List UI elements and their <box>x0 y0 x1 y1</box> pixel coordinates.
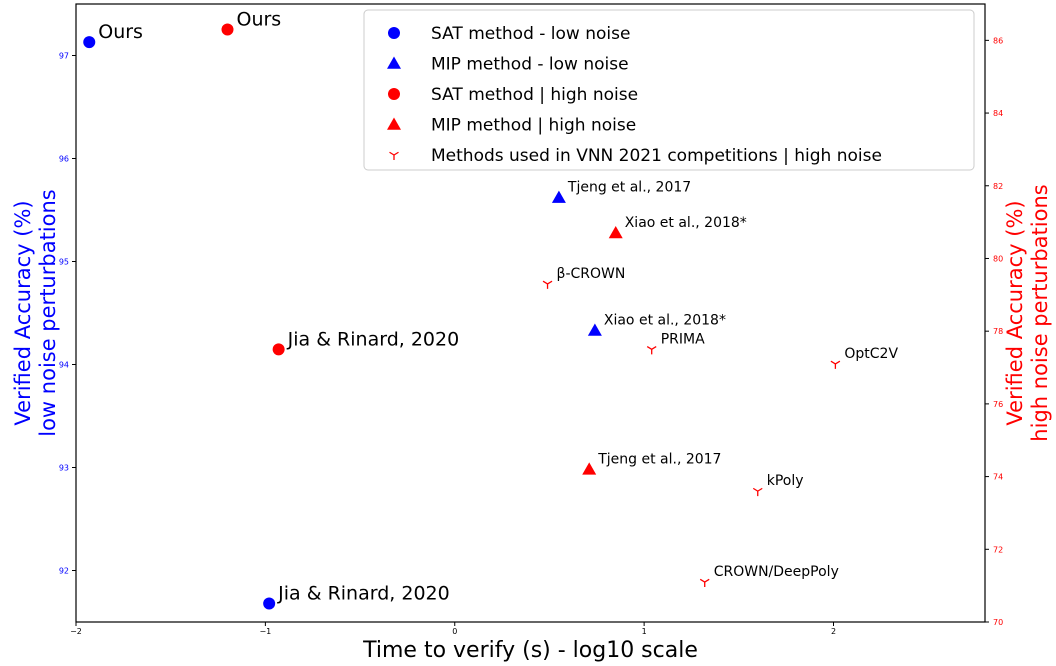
data-point-label: kPoly <box>767 473 804 489</box>
legend-marker-triangle <box>387 56 401 69</box>
data-point-triangle <box>608 226 623 239</box>
x-tick-label: −2 <box>70 627 82 636</box>
data-point-label: Jia & Rinard, 2020 <box>277 582 450 604</box>
data-point-label: β-CROWN <box>557 266 626 282</box>
y-right-axis-label: Verified Accuracy (%)high noise perturba… <box>1003 184 1052 441</box>
data-point-label: CROWN/DeepPoly <box>714 564 839 580</box>
legend-entry-label: SAT method - low noise <box>431 24 630 44</box>
data-point-circle <box>221 23 234 36</box>
data-point-triangle <box>582 462 597 475</box>
data-point-label: PRIMA <box>661 331 705 347</box>
data-point-tri_down <box>646 346 657 355</box>
data-point-circle <box>263 597 276 610</box>
data-point-tri_down <box>542 280 553 289</box>
y-right-axis-label-line: Verified Accuracy (%) <box>1003 200 1027 425</box>
y-right-tick-label: 72 <box>993 545 1003 554</box>
legend-marker-circle <box>388 88 400 100</box>
data-point-triangle <box>587 323 602 336</box>
data-point-circle <box>272 343 285 356</box>
y-right-tick-label: 70 <box>993 618 1003 627</box>
y-right-axis-label-line: high noise perturbations <box>1028 184 1052 441</box>
x-tick-label: −1 <box>259 627 271 636</box>
data-point-label: Xiao et al., 2018* <box>604 313 726 329</box>
y-right-tick-label: 76 <box>993 400 1003 409</box>
x-tick-label: 1 <box>642 627 647 636</box>
y-right-tick-label: 80 <box>993 254 1003 263</box>
legend-marker-tri_down <box>389 151 399 160</box>
legend-entry-label: MIP method - low noise <box>431 55 629 75</box>
x-tick-label: 2 <box>831 627 836 636</box>
data-point-triangle <box>551 190 566 203</box>
y-left-axis-label: Verified Accuracy (%)low noise perturbat… <box>11 189 60 437</box>
y-right-tick-label: 84 <box>993 109 1003 118</box>
y-right-tick-label: 86 <box>993 36 1003 45</box>
y-left-axis-label-line: Verified Accuracy (%) <box>11 200 35 425</box>
plot-frame <box>75 3 986 623</box>
data-point-label: Ours <box>237 8 282 30</box>
data-point-tri_down <box>752 487 763 497</box>
y-left-axis-label-line: low noise perturbations <box>36 189 60 437</box>
data-point-label: Tjeng et al., 2017 <box>597 451 721 467</box>
data-point-label: OptC2V <box>844 346 898 362</box>
y-left-tick-label: 97 <box>59 52 69 61</box>
legend-entry-label: MIP method | high noise <box>431 116 636 136</box>
legend-entry-label: Methods used in VNN 2021 competitions | … <box>431 146 882 166</box>
y-left-tick-label: 95 <box>59 258 69 267</box>
x-tick-label: 0 <box>452 627 457 636</box>
data-point-circle <box>83 36 96 49</box>
x-axis-label: Time to verify (s) - log10 scale <box>362 638 698 663</box>
data-point-label: Ours <box>98 21 143 43</box>
y-right-tick-label: 82 <box>993 182 1003 191</box>
data-point-tri_down <box>830 360 841 369</box>
y-left-tick-label: 92 <box>59 567 69 576</box>
legend-marker-circle <box>388 27 400 39</box>
legend-marker-triangle <box>387 117 401 130</box>
data-point-label: Tjeng et al., 2017 <box>567 180 691 196</box>
data-point-tri_down <box>699 578 710 588</box>
y-left-tick-label: 93 <box>59 464 69 473</box>
data-point-label: Jia & Rinard, 2020 <box>287 328 460 350</box>
y-left-tick-label: 94 <box>59 361 69 370</box>
y-right-tick-label: 78 <box>993 327 1003 336</box>
legend-box <box>363 9 975 171</box>
y-right-tick-label: 74 <box>993 473 1003 482</box>
legend-entry-label: SAT method | high noise <box>431 85 638 105</box>
y-left-tick-label: 96 <box>59 155 69 164</box>
data-point-label: Xiao et al., 2018* <box>625 215 747 231</box>
